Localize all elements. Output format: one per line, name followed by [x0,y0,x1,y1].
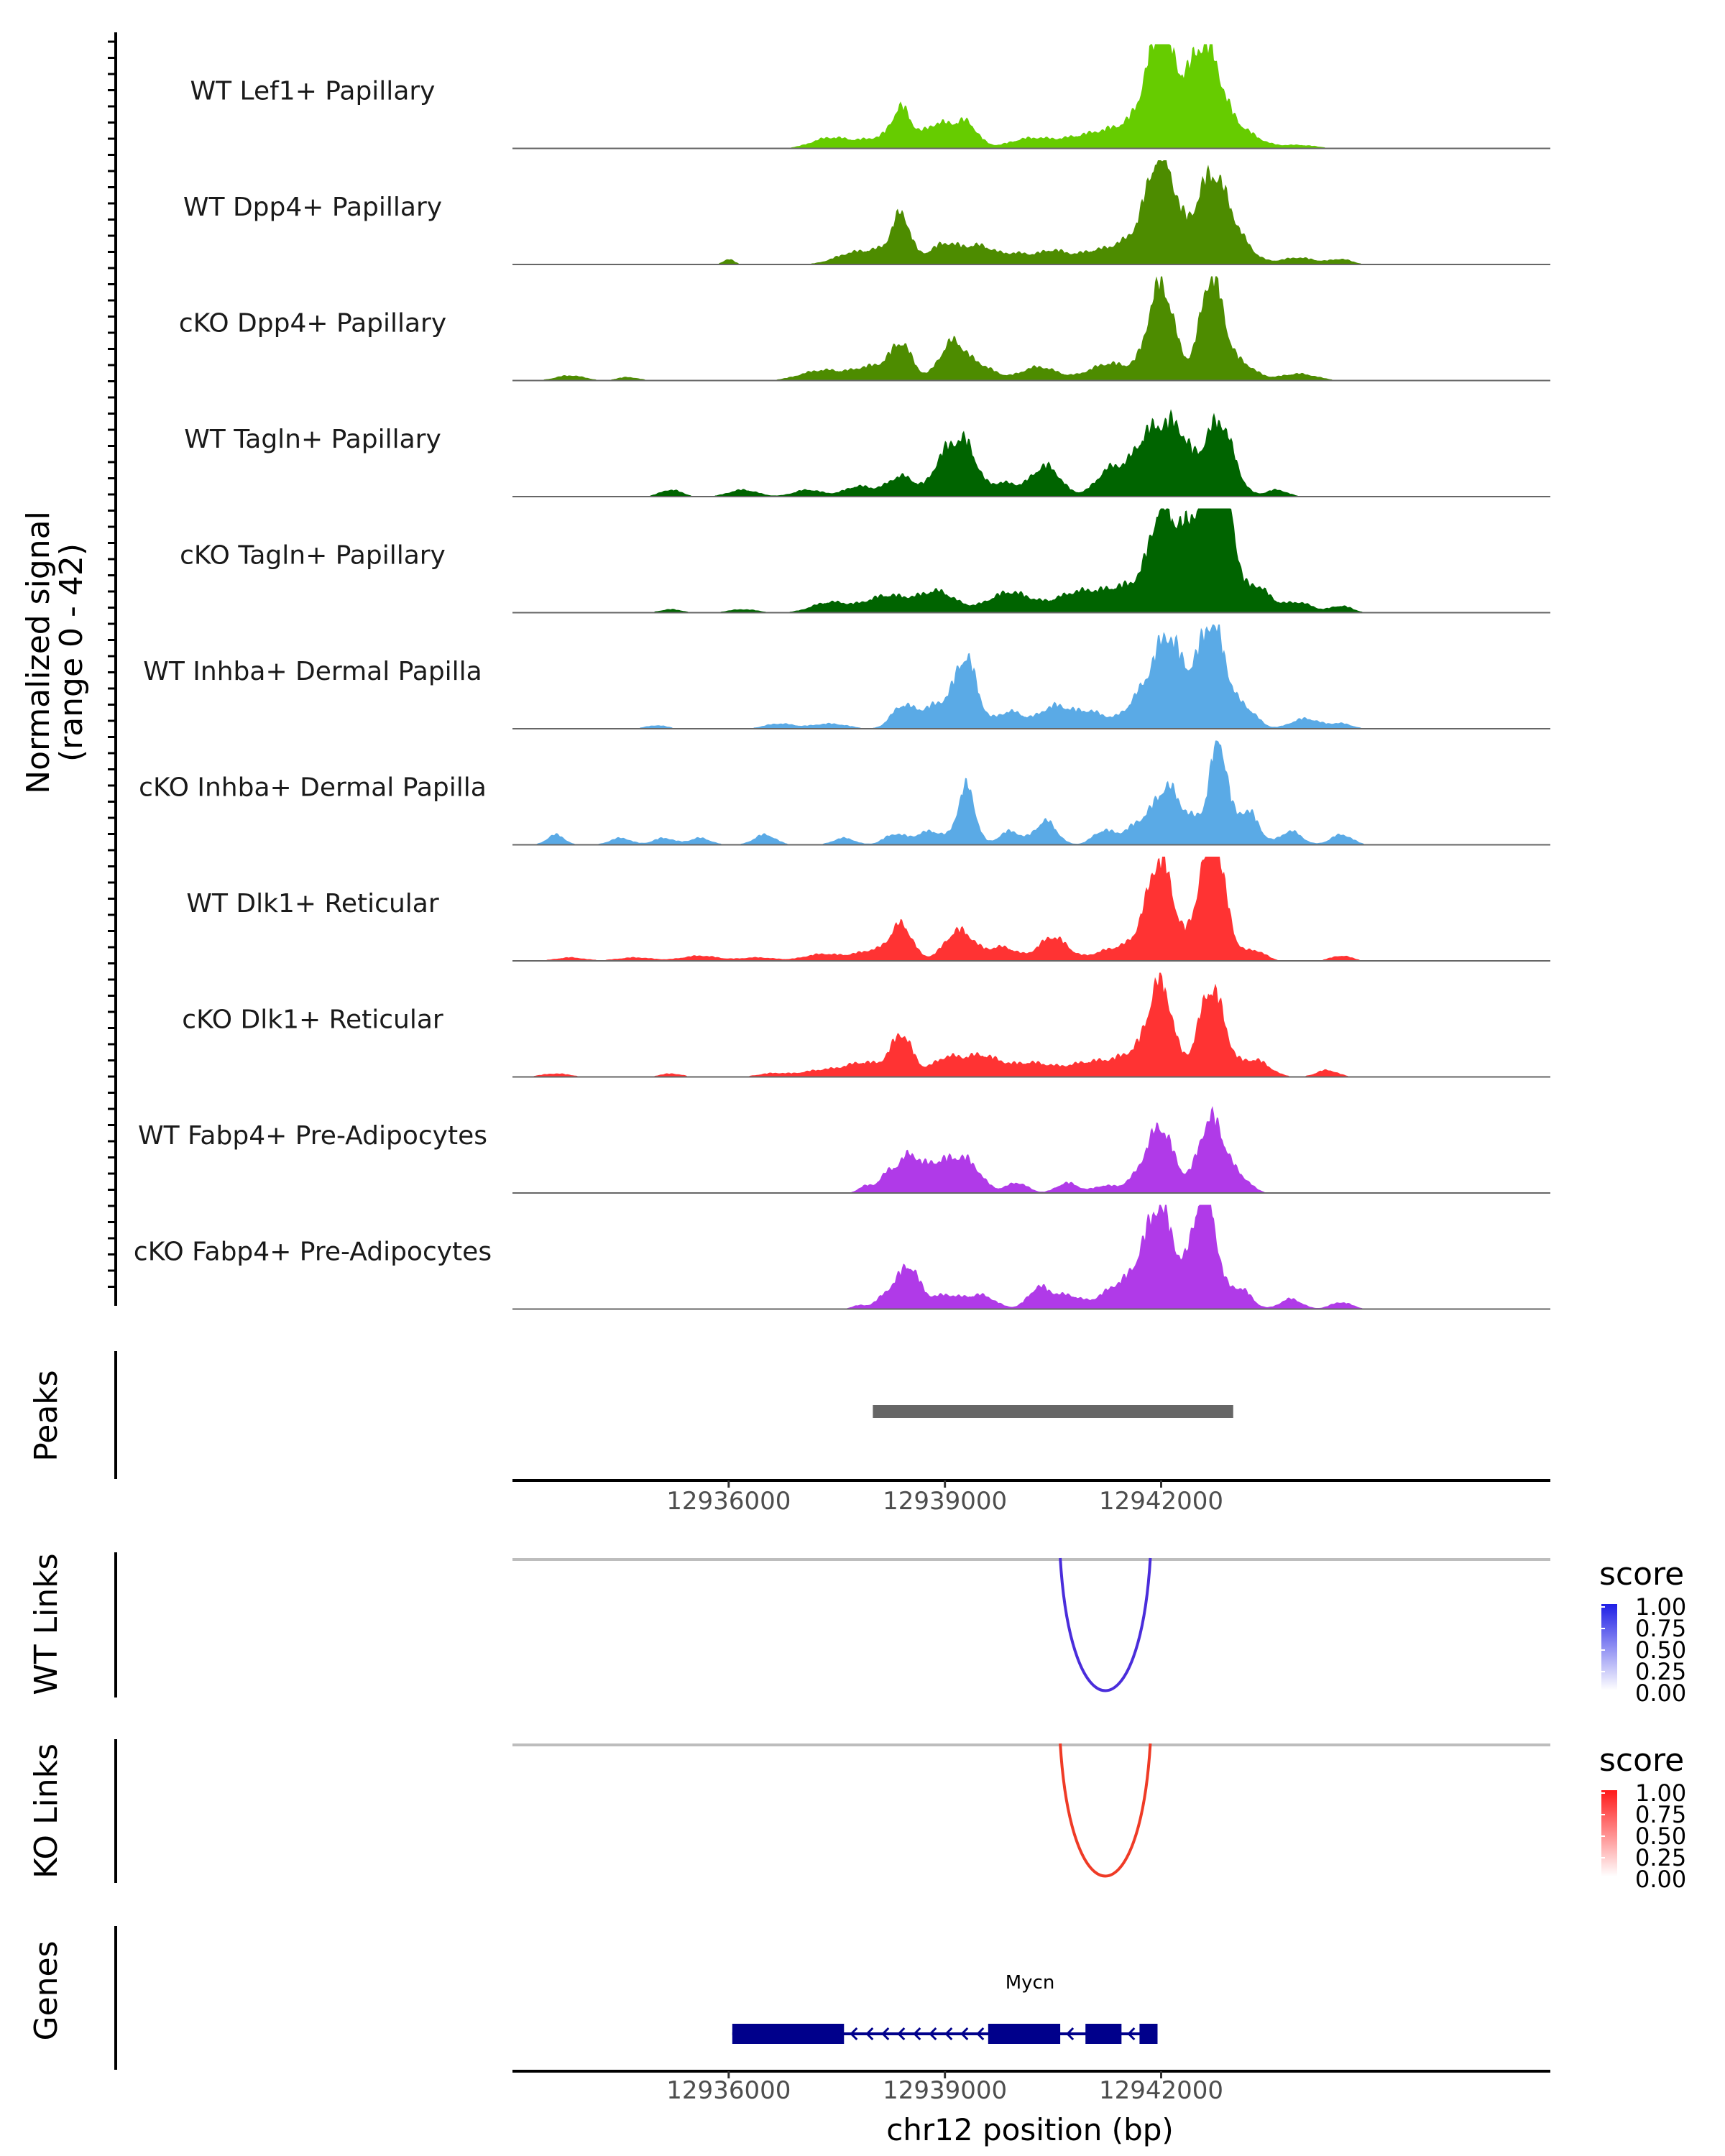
x-axis-title: chr12 position (bp) [886,2112,1174,2147]
coverage-area [512,857,1550,961]
gene-exon [988,2024,1061,2044]
wt-links-ylabel: WT Links [28,1553,65,1695]
bottom-x-tick-label: 12942000 [1099,2076,1223,2105]
track-label: WT Dpp4+ Papillary [183,193,442,222]
coverage-track: cKO Tagln+ Papillary [180,508,1550,614]
gene-model [732,2024,1158,2044]
track-label: WT Inhba+ Dermal Papilla [143,657,482,686]
track-label: WT Fabp4+ Pre-Adipocytes [138,1121,487,1151]
coverage-area [512,1106,1550,1193]
wt-links-label: WT Links [28,1553,65,1695]
wt-legend-ticks: 1.000.750.500.250.00 [1601,1593,1686,1707]
x-ticks-top: 12936000 12939000 12942000 [666,1480,1223,1516]
ko-links-label: KO Links [28,1743,65,1879]
coverage-area [512,1204,1550,1309]
track-label: WT Dlk1+ Reticular [186,889,438,918]
strand-chevron [865,2027,874,2041]
coverage-track: cKO Dlk1+ Reticular [182,972,1550,1078]
coverage-area [512,625,1550,729]
genes-label: Genes [28,1940,65,2040]
coverage-tracks: WT Lef1+ Papillary WT Dpp4+ Papillary cKO … [134,44,1550,1310]
ko-score-legend: score 1.000.750.500.250.00 [1599,1742,1686,1893]
track-label: cKO Dpp4+ Papillary [179,309,446,338]
wt-legend-title: score [1599,1556,1684,1593]
coverage-ylabel: Normalized signal (range 0 - 42) [20,511,90,794]
top-x-tick-label: 12942000 [1099,1487,1223,1516]
track-label: WT Tagln+ Papillary [184,425,441,454]
strand-chevron [960,2027,969,2041]
gene-name-label: Mycn [1006,1972,1055,1994]
legend-tick-label: 0.00 [1635,1866,1686,1893]
coverage-track: cKO Dpp4+ Papillary [179,276,1550,382]
strand-chevron [976,2027,985,2041]
ko-link-arc [1059,1743,1152,1878]
wt-legend-colorbar [1601,1604,1617,1690]
genes-ylabel: Genes [28,1940,65,2040]
coverage-ylabel-line1: Normalized signal [20,511,57,794]
ko-legend-colorbar [1601,1790,1617,1876]
gene-exon [732,2024,845,2044]
ko-legend-ticks: 1.000.750.500.250.00 [1601,1779,1686,1893]
strand-chevron [1065,2027,1075,2041]
strand-chevron [944,2027,953,2041]
peak-regions [873,1405,1233,1418]
legend-tick-label: 0.25 [1635,1844,1686,1871]
legend-tick-label: 1.00 [1635,1779,1686,1807]
coverage-area [512,508,1550,613]
bottom-x-tick-label: 12939000 [883,2076,1007,2105]
strand-chevron [913,2027,921,2041]
strand-chevron [1127,2027,1136,2041]
coverage-track: cKO Inhba+ Dermal Papilla [139,740,1550,846]
coverage-track: WT Fabp4+ Pre-Adipocytes [138,1106,1550,1194]
coverage-y-ticks [108,40,116,1288]
track-label: cKO Dlk1+ Reticular [182,1005,443,1035]
top-x-tick-label: 12936000 [666,1487,791,1516]
coverage-area [512,44,1550,149]
coverage-track: WT Inhba+ Dermal Papilla [143,625,1550,729]
legend-tick-label: 0.50 [1635,1636,1686,1664]
strand-chevron [897,2027,906,2041]
track-label: WT Lef1+ Papillary [190,77,436,106]
coverage-area [512,409,1550,497]
track-label: cKO Tagln+ Papillary [180,541,446,571]
strand-chevron [881,2027,890,2041]
coverage-area [512,972,1550,1077]
coverage-area [512,740,1550,845]
wt-link-arc [1059,1557,1152,1692]
bottom-x-tick-label: 12936000 [666,2076,791,2105]
ko-legend-title: score [1599,1742,1684,1779]
ko-links-ylabel: KO Links [28,1743,65,1879]
strand-chevron [850,2027,858,2041]
track-label: cKO Fabp4+ Pre-Adipocytes [134,1238,492,1267]
coverage-track: WT Dpp4+ Papillary [183,160,1550,265]
gene-exon [1085,2024,1122,2044]
wt-score-legend: score 1.000.750.500.250.00 [1599,1556,1686,1707]
peak-region [873,1405,1233,1418]
legend-tick-label: 0.75 [1635,1615,1686,1642]
gene-exon [1139,2024,1158,2044]
legend-tick-label: 0.25 [1635,1658,1686,1685]
legend-tick-label: 0.00 [1635,1680,1686,1707]
peaks-ylabel: Peaks [28,1370,65,1461]
coverage-area [512,276,1550,381]
coverage-track: WT Lef1+ Papillary [190,44,1550,149]
coverage-track: cKO Fabp4+ Pre-Adipocytes [134,1204,1550,1310]
legend-tick-label: 0.75 [1635,1801,1686,1828]
x-ticks-bottom: 12936000 12939000 12942000 [666,2071,1223,2105]
coverage-track: WT Dlk1+ Reticular [186,857,1550,962]
coverage-ylabel-line2: (range 0 - 42) [53,543,90,762]
peaks-label: Peaks [28,1370,65,1461]
legend-tick-label: 1.00 [1635,1593,1686,1621]
coverage-track: WT Tagln+ Papillary [184,409,1550,497]
track-label: cKO Inhba+ Dermal Papilla [139,773,487,803]
strand-chevron [929,2027,937,2041]
legend-tick-label: 0.50 [1635,1823,1686,1850]
top-x-tick-label: 12939000 [883,1487,1007,1516]
coverage-area [512,160,1550,264]
